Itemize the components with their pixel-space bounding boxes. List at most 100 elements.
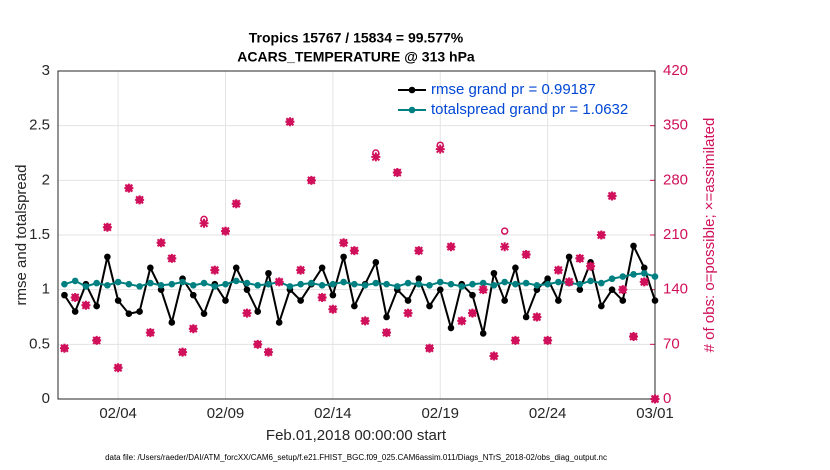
- data-point: [275, 319, 283, 326]
- legend-label: rmse grand pr = 0.99187: [431, 81, 596, 98]
- data-point: [467, 308, 477, 318]
- data-point: [136, 283, 143, 290]
- data-point: [222, 280, 229, 288]
- data-point: [329, 280, 337, 288]
- data-point: [329, 291, 337, 299]
- data-point: [328, 304, 338, 314]
- data-point: [82, 283, 90, 290]
- data-point: [651, 297, 659, 304]
- chart-title: Tropics 15767 / 15834 = 99.577%: [249, 30, 464, 46]
- data-point: [501, 297, 508, 304]
- data-point: [512, 264, 519, 272]
- chart-subtitle: ACARS_TEMPERATURE @ 313 hPa: [237, 49, 475, 65]
- data-point: [630, 242, 637, 250]
- data-point: [447, 280, 455, 288]
- data-point: [317, 292, 327, 302]
- data-point: [436, 278, 444, 286]
- y2-tick-label: 280: [663, 171, 688, 188]
- data-point: [382, 328, 392, 338]
- y-tick-label: 1: [42, 281, 50, 298]
- data-point: [200, 279, 208, 287]
- data-point: [104, 281, 111, 289]
- data-point: [231, 199, 241, 209]
- data-point: [512, 280, 519, 288]
- data-point: [651, 273, 659, 280]
- data-point: [414, 246, 424, 256]
- data-point: [222, 297, 229, 304]
- data-point: [522, 313, 530, 321]
- data-point: [640, 264, 648, 272]
- data-point: [61, 291, 68, 299]
- data-point: [243, 279, 251, 287]
- data-point: [564, 277, 574, 287]
- data-point: [61, 280, 68, 288]
- data-point: [147, 264, 154, 272]
- data-point: [446, 242, 456, 252]
- x-axis-label: Feb.01,2018 00:00:00 start: [266, 427, 447, 444]
- data-point: [478, 285, 488, 295]
- x-tick-label: 02/04: [99, 405, 137, 422]
- y-tick-label: 3: [42, 62, 50, 79]
- data-point: [340, 253, 347, 261]
- data-point: [308, 279, 315, 287]
- data-point: [285, 117, 295, 127]
- data-point: [211, 283, 219, 290]
- data-point: [102, 222, 112, 232]
- data-point: [630, 271, 637, 278]
- x-tick-label: 03/01: [636, 405, 674, 422]
- data-point: [426, 281, 433, 289]
- data-point: [501, 278, 508, 286]
- series-line: [63, 242, 656, 334]
- data-point: [490, 281, 498, 289]
- data-point: [458, 283, 466, 290]
- data-point: [372, 259, 380, 266]
- data-point: [425, 343, 435, 353]
- data-point: [351, 302, 358, 310]
- data-point: [296, 265, 306, 275]
- y-tick-label: 1.5: [29, 226, 50, 243]
- data-point: [522, 279, 530, 287]
- data-point: [178, 347, 188, 357]
- data-point: [188, 324, 198, 334]
- data-point: [360, 316, 370, 326]
- data-point: [340, 278, 347, 286]
- data-point: [575, 253, 585, 263]
- data-point: [403, 308, 413, 318]
- data-point: [404, 279, 412, 287]
- data-point: [71, 308, 79, 315]
- data-point: [157, 281, 165, 289]
- data-point: [156, 238, 166, 248]
- data-point: [189, 291, 197, 299]
- plot-frame: [57, 70, 656, 400]
- data-point: [179, 278, 186, 286]
- data-point: [232, 264, 240, 272]
- data-point: [619, 273, 627, 280]
- data-point: [436, 286, 444, 293]
- data-point: [318, 281, 326, 289]
- data-point: [469, 291, 476, 299]
- data-point: [489, 351, 499, 361]
- data-point: [639, 277, 649, 287]
- data-point: [598, 279, 605, 287]
- data-point: [608, 275, 616, 283]
- data-point: [200, 310, 208, 318]
- data-point: [392, 168, 402, 178]
- data-point: [136, 308, 143, 315]
- data-point: [168, 319, 176, 326]
- data-point: [596, 230, 606, 240]
- data-point: [426, 302, 433, 310]
- data-point: [93, 279, 100, 287]
- footnote: data file: /Users/raeder/DAI/ATM_forcXX/…: [105, 453, 607, 462]
- data-point: [586, 261, 596, 271]
- y-axis-label: rmse and totalspread: [13, 165, 30, 306]
- legend-marker: [408, 106, 416, 114]
- data-point: [339, 238, 349, 248]
- data-point: [199, 218, 209, 228]
- data-point: [404, 297, 412, 304]
- y2-tick-label: 350: [663, 117, 688, 134]
- y-tick-label: 0.5: [29, 335, 50, 352]
- data-point: [383, 313, 390, 321]
- data-point: [521, 250, 531, 260]
- x-tick-label: 02/09: [207, 405, 245, 422]
- data-point: [189, 281, 197, 289]
